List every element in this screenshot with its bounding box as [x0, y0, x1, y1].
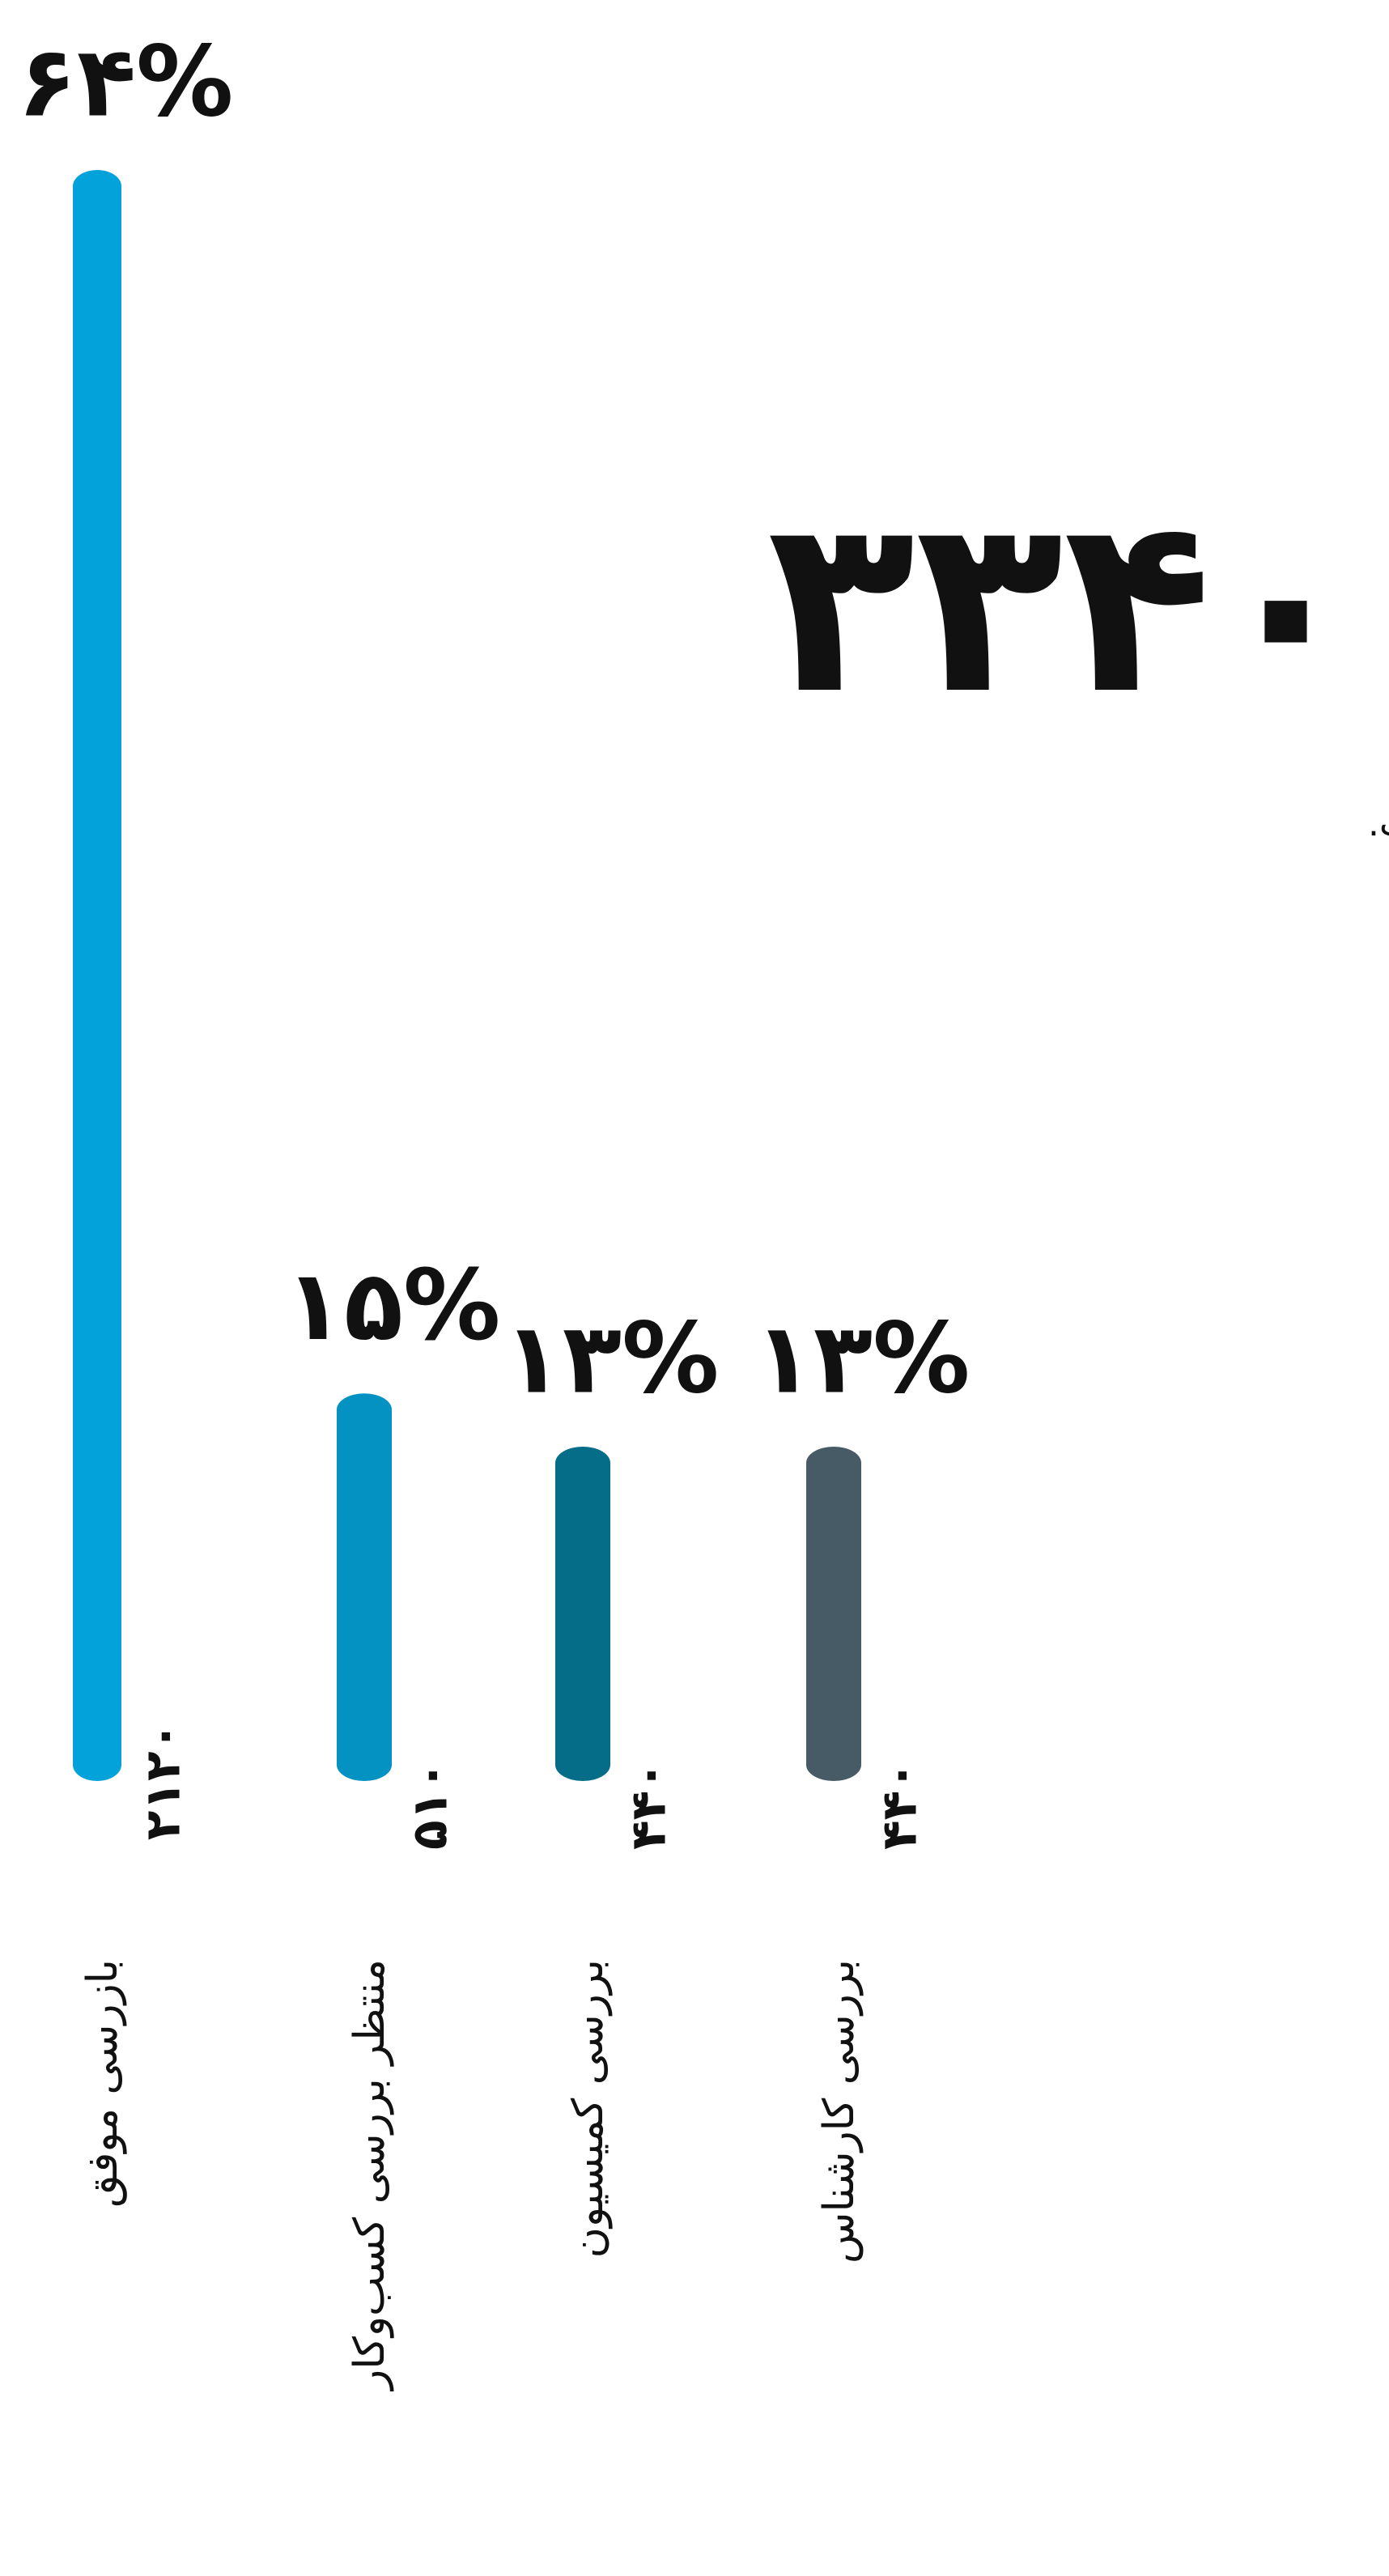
category-label: بررسی کمیسیون	[564, 1959, 613, 2258]
percentage-label: ۱۳%	[503, 1303, 720, 1416]
percentage-label: ۱۳%	[754, 1303, 971, 1416]
value-label: ۴۴۰	[621, 1761, 678, 1850]
value-label: ۴۴۰	[872, 1761, 928, 1850]
category-label: منتظر بررسی کسب‌وکار	[346, 1959, 394, 2392]
chart-subtitle: فقره بازرسی توسط اتحادیه در سال ۱۴۰۰ صور…	[1368, 803, 1389, 844]
value-label: ۵۱۰	[402, 1761, 459, 1850]
category-label: بررسی کارشناس	[815, 1959, 864, 2264]
bar	[555, 1446, 610, 1781]
chart-title: ۳۳۴۰	[767, 465, 1360, 747]
category-label: بازرسی موفق	[79, 1959, 127, 2208]
percentage-label: ۶۴%	[18, 27, 234, 139]
bar	[337, 1393, 392, 1781]
bar	[806, 1446, 861, 1781]
percentage-label: ۱۵%	[285, 1250, 501, 1362]
bar	[73, 170, 121, 1781]
value-label: ۲۱۲۰	[135, 1722, 192, 1840]
